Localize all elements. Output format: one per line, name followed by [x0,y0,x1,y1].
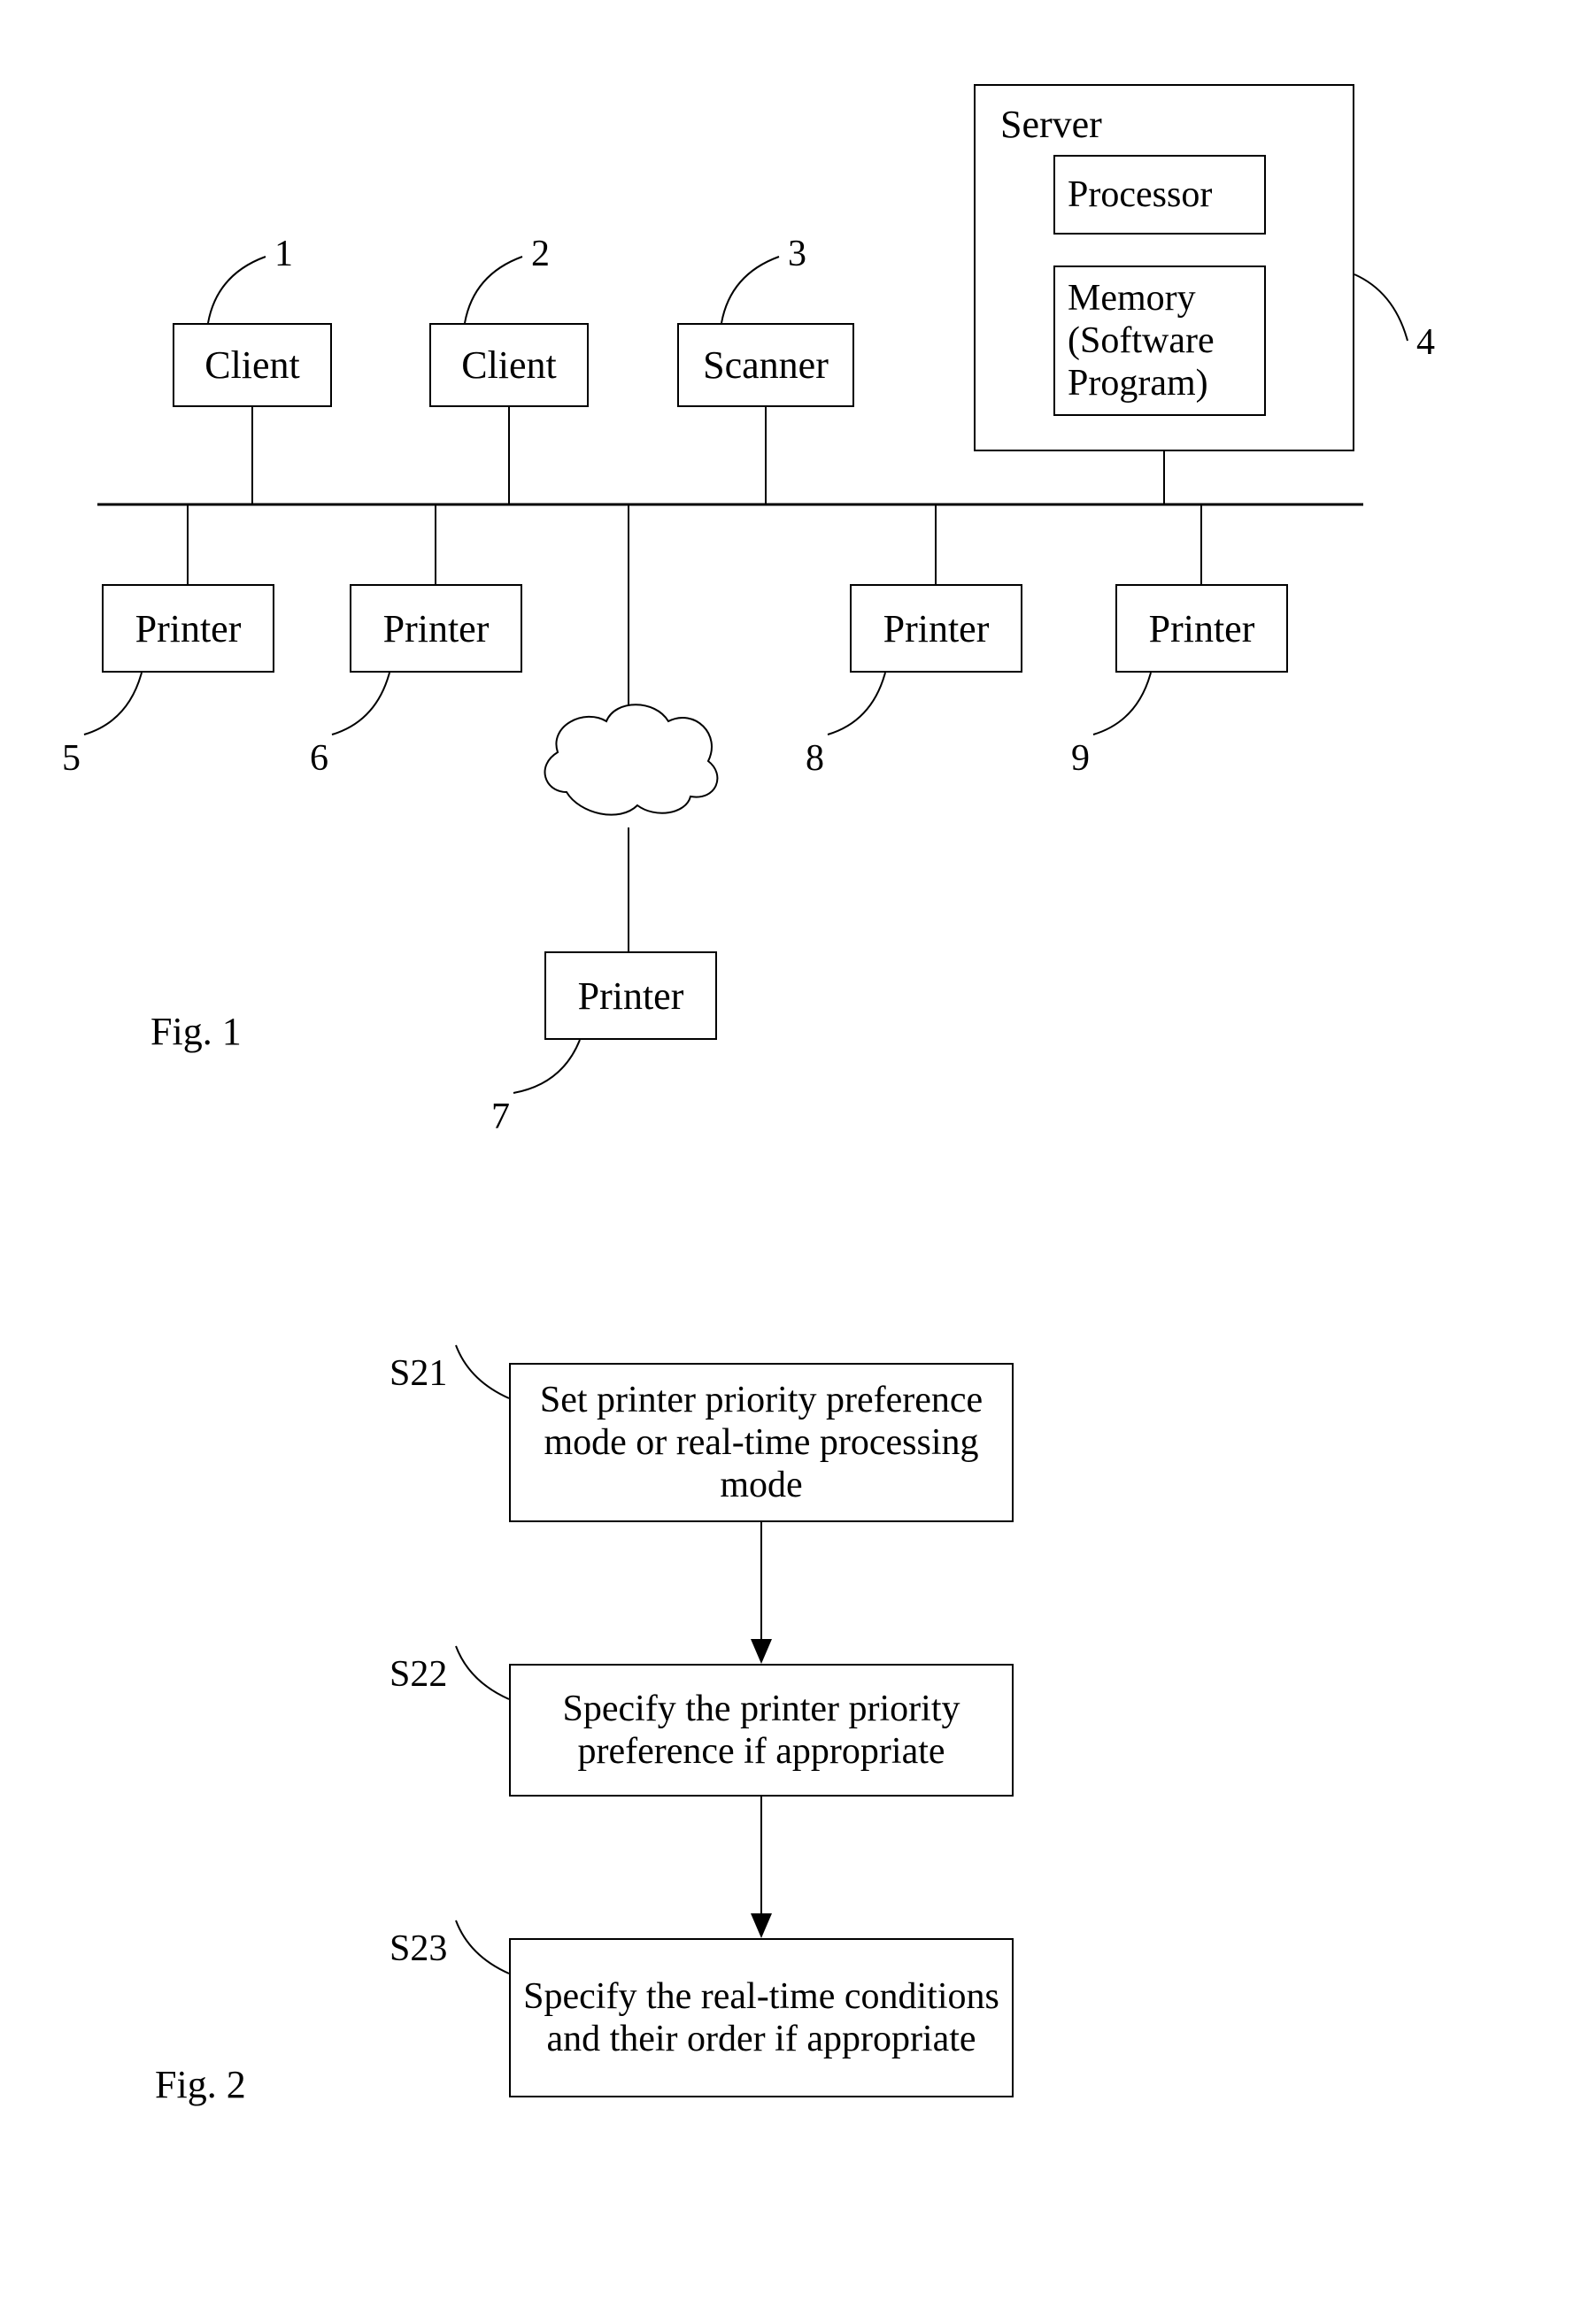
ref-s21: S21 [390,1353,447,1394]
ref-s22: S22 [390,1654,447,1695]
page: Server Processor Memory (Software Progra… [0,0,1589,2324]
ref-s23: S23 [390,1928,447,1969]
fig2-svg: S21 S22 S23 [0,0,1589,2324]
